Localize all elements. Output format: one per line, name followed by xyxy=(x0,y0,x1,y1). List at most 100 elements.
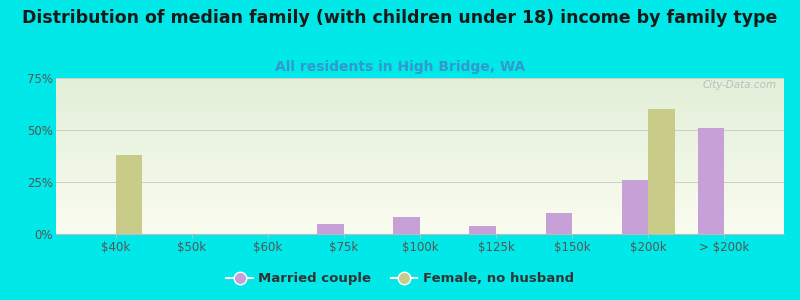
Bar xyxy=(56,103,784,104)
Bar xyxy=(56,149,784,150)
Bar xyxy=(56,96,784,97)
Bar xyxy=(56,190,784,191)
Bar xyxy=(56,105,784,106)
Bar xyxy=(56,189,784,190)
Bar xyxy=(56,128,784,129)
Bar xyxy=(56,109,784,110)
Bar xyxy=(56,200,784,201)
Bar xyxy=(56,153,784,154)
Bar xyxy=(56,160,784,161)
Bar xyxy=(56,165,784,166)
Bar xyxy=(56,195,784,196)
Bar xyxy=(56,231,784,232)
Text: Distribution of median family (with children under 18) income by family type: Distribution of median family (with chil… xyxy=(22,9,778,27)
Bar xyxy=(56,175,784,176)
Bar xyxy=(56,124,784,125)
Bar xyxy=(56,182,784,183)
Bar xyxy=(56,228,784,229)
Bar xyxy=(56,79,784,80)
Bar xyxy=(56,89,784,90)
Bar xyxy=(56,179,784,180)
Bar xyxy=(56,122,784,123)
Bar xyxy=(56,113,784,114)
Bar xyxy=(56,85,784,86)
Bar xyxy=(56,224,784,225)
Bar xyxy=(56,163,784,164)
Bar xyxy=(56,203,784,204)
Bar xyxy=(56,115,784,116)
Bar xyxy=(56,220,784,221)
Bar xyxy=(56,156,784,157)
Bar xyxy=(56,186,784,187)
Bar xyxy=(56,121,784,122)
Bar xyxy=(56,180,784,181)
Bar xyxy=(56,137,784,138)
Bar xyxy=(56,107,784,108)
Bar xyxy=(56,134,784,135)
Bar xyxy=(56,181,784,182)
Bar xyxy=(56,116,784,117)
Bar xyxy=(56,104,784,105)
Bar xyxy=(56,143,784,144)
Bar xyxy=(56,150,784,151)
Bar xyxy=(56,154,784,155)
Bar xyxy=(56,233,784,234)
Bar xyxy=(56,129,784,130)
Bar xyxy=(56,192,784,193)
Bar xyxy=(56,218,784,219)
Bar xyxy=(56,219,784,220)
Bar xyxy=(56,176,784,177)
Bar xyxy=(56,197,784,198)
Bar xyxy=(56,81,784,82)
Bar xyxy=(56,193,784,194)
Bar xyxy=(56,202,784,203)
Bar xyxy=(56,227,784,228)
Bar xyxy=(56,196,784,197)
Bar xyxy=(56,99,784,100)
Bar xyxy=(56,136,784,137)
Bar xyxy=(56,170,784,171)
Bar xyxy=(56,164,784,165)
Bar xyxy=(56,140,784,141)
Bar xyxy=(56,152,784,153)
Bar xyxy=(56,204,784,205)
Bar xyxy=(56,161,784,162)
Bar xyxy=(56,206,784,207)
Bar xyxy=(56,87,784,88)
Bar xyxy=(56,207,784,208)
Bar xyxy=(622,180,648,234)
Bar xyxy=(56,168,784,169)
Bar xyxy=(56,102,784,103)
Bar xyxy=(56,144,784,145)
Bar xyxy=(56,205,784,206)
Bar xyxy=(56,174,784,175)
Bar xyxy=(56,131,784,132)
Bar xyxy=(394,218,420,234)
Bar xyxy=(56,119,784,120)
Bar xyxy=(56,184,784,185)
Bar xyxy=(56,230,784,231)
Bar xyxy=(56,147,784,148)
Bar xyxy=(56,97,784,98)
Bar xyxy=(56,221,784,222)
Bar xyxy=(56,210,784,211)
Bar xyxy=(56,133,784,134)
Bar xyxy=(56,127,784,128)
Bar xyxy=(56,112,784,113)
Bar xyxy=(698,128,724,234)
Bar xyxy=(56,142,784,143)
Bar xyxy=(56,209,784,210)
Bar xyxy=(56,120,784,121)
Bar xyxy=(56,110,784,111)
Bar xyxy=(56,217,784,218)
Bar xyxy=(56,123,784,124)
Bar xyxy=(56,162,784,163)
Bar xyxy=(56,93,784,94)
Bar xyxy=(56,141,784,142)
Text: All residents in High Bridge, WA: All residents in High Bridge, WA xyxy=(275,60,525,74)
Bar xyxy=(56,86,784,87)
Bar xyxy=(56,125,784,126)
Bar xyxy=(56,132,784,133)
Bar xyxy=(56,232,784,233)
Bar xyxy=(56,214,784,215)
